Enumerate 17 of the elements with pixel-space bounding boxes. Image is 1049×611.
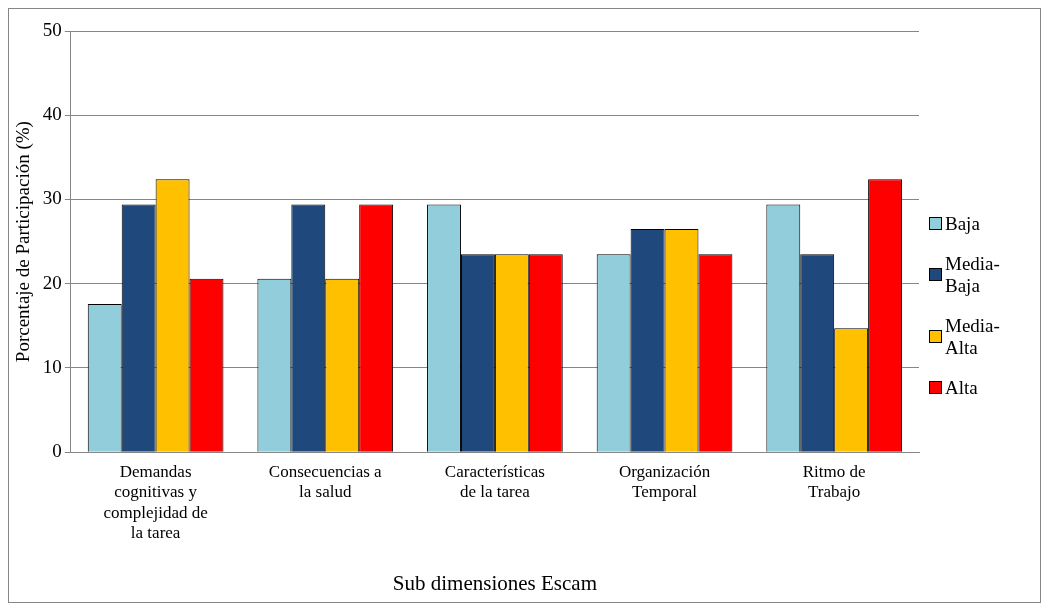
- y-tick-label: 10: [42, 355, 62, 377]
- legend-label: Baja: [945, 212, 981, 235]
- x-tick-label: Consecuencias a la salud: [268, 461, 383, 501]
- y-tick-label: 30: [42, 186, 62, 208]
- y-tick-label: 40: [42, 102, 62, 124]
- x-tick-label: Organización Temporal: [618, 461, 711, 501]
- y-tick-label: 0: [52, 439, 62, 461]
- legend-label: Media-Baja: [945, 252, 1001, 297]
- x-tick-label: Demandas cognitivas y complejidad de la tarea: [103, 461, 208, 542]
- y-axis-title: Porcentaje de Participación (%): [12, 120, 35, 362]
- y-tick-label: 20: [42, 271, 62, 293]
- y-tick-label: 50: [42, 18, 62, 40]
- legend-label: Media-Alta: [945, 314, 1001, 359]
- x-axis-title: Sub dimensiones Escam: [392, 570, 597, 595]
- x-tick-label: Características de la tarea: [444, 461, 545, 501]
- legend-label: Alta: [945, 376, 979, 399]
- x-tick-label: Ritmo de Trabajo: [802, 461, 866, 501]
